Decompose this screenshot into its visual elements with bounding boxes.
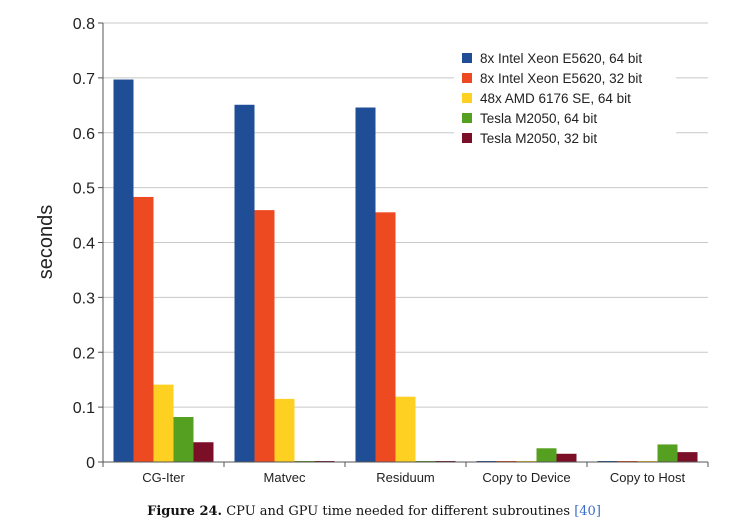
bar-chart: 0 0.1 0.2 0.3 0.4 0.5 0.6 0.7 0.8 CG-Iter Matvec R… bbox=[35, 16, 709, 485]
x-category-label: Residuum bbox=[376, 470, 435, 485]
legend-label: Tesla M2050, 32 bit bbox=[480, 131, 597, 146]
x-category-label: Matvec bbox=[264, 470, 306, 485]
caption-label: Figure 24. bbox=[147, 504, 223, 519]
y-axis-label: seconds bbox=[35, 205, 57, 280]
y-axis-ticks: 0 0.1 0.2 0.3 0.4 0.5 0.6 0.7 0.8 bbox=[73, 16, 103, 472]
grid-lines bbox=[103, 22, 708, 408]
legend-swatch bbox=[462, 133, 472, 143]
bar bbox=[113, 79, 134, 463]
y-tick-label: 0.4 bbox=[73, 236, 95, 253]
bars bbox=[113, 79, 698, 463]
x-category-label: Copy to Device bbox=[482, 470, 570, 485]
legend-swatch bbox=[462, 53, 472, 63]
x-category-label: CG-Iter bbox=[142, 470, 185, 485]
bar bbox=[375, 212, 396, 462]
legend-label: 8x Intel Xeon E5620, 32 bit bbox=[480, 71, 642, 86]
bar bbox=[556, 453, 577, 462]
figure-caption: Figure 24. CPU and GPU time needed for d… bbox=[0, 504, 748, 519]
bar bbox=[274, 398, 295, 462]
y-tick-label: 0.6 bbox=[73, 126, 95, 143]
bar bbox=[254, 210, 275, 462]
legend-label: 8x Intel Xeon E5620, 64 bit bbox=[480, 51, 642, 66]
y-tick-label: 0.1 bbox=[73, 400, 95, 417]
caption-text: CPU and GPU time needed for different su… bbox=[226, 504, 571, 519]
bar bbox=[133, 196, 154, 463]
bar bbox=[173, 417, 194, 462]
legend-label: Tesla M2050, 64 bit bbox=[480, 111, 597, 126]
legend: 8x Intel Xeon E5620, 64 bit 8x Intel Xeon… bbox=[454, 44, 676, 156]
y-tick-label: 0.7 bbox=[73, 71, 95, 88]
bar bbox=[355, 107, 376, 462]
bar bbox=[153, 384, 174, 462]
bar bbox=[193, 442, 214, 462]
legend-label: 48x AMD 6176 SE, 64 bit bbox=[480, 91, 631, 106]
x-axis-categories: CG-Iter Matvec Residuum Copy to Device Copy … bbox=[102, 462, 709, 485]
y-tick-label: 0.8 bbox=[73, 16, 95, 33]
legend-swatch bbox=[462, 93, 472, 103]
legend-box bbox=[454, 44, 676, 156]
y-tick-label: 0.3 bbox=[73, 290, 95, 307]
bar bbox=[536, 448, 557, 462]
legend-swatch bbox=[462, 73, 472, 83]
x-category-label: Copy to Host bbox=[610, 470, 686, 485]
y-tick-label: 0.2 bbox=[73, 345, 95, 362]
bar bbox=[234, 104, 255, 463]
y-tick-label: 0 bbox=[86, 455, 95, 472]
bar bbox=[677, 452, 698, 462]
y-tick-label: 0.5 bbox=[73, 181, 95, 198]
legend-swatch bbox=[462, 113, 472, 123]
caption-reference-link[interactable]: [40] bbox=[574, 504, 601, 519]
bar bbox=[395, 396, 416, 462]
bar bbox=[657, 444, 678, 462]
